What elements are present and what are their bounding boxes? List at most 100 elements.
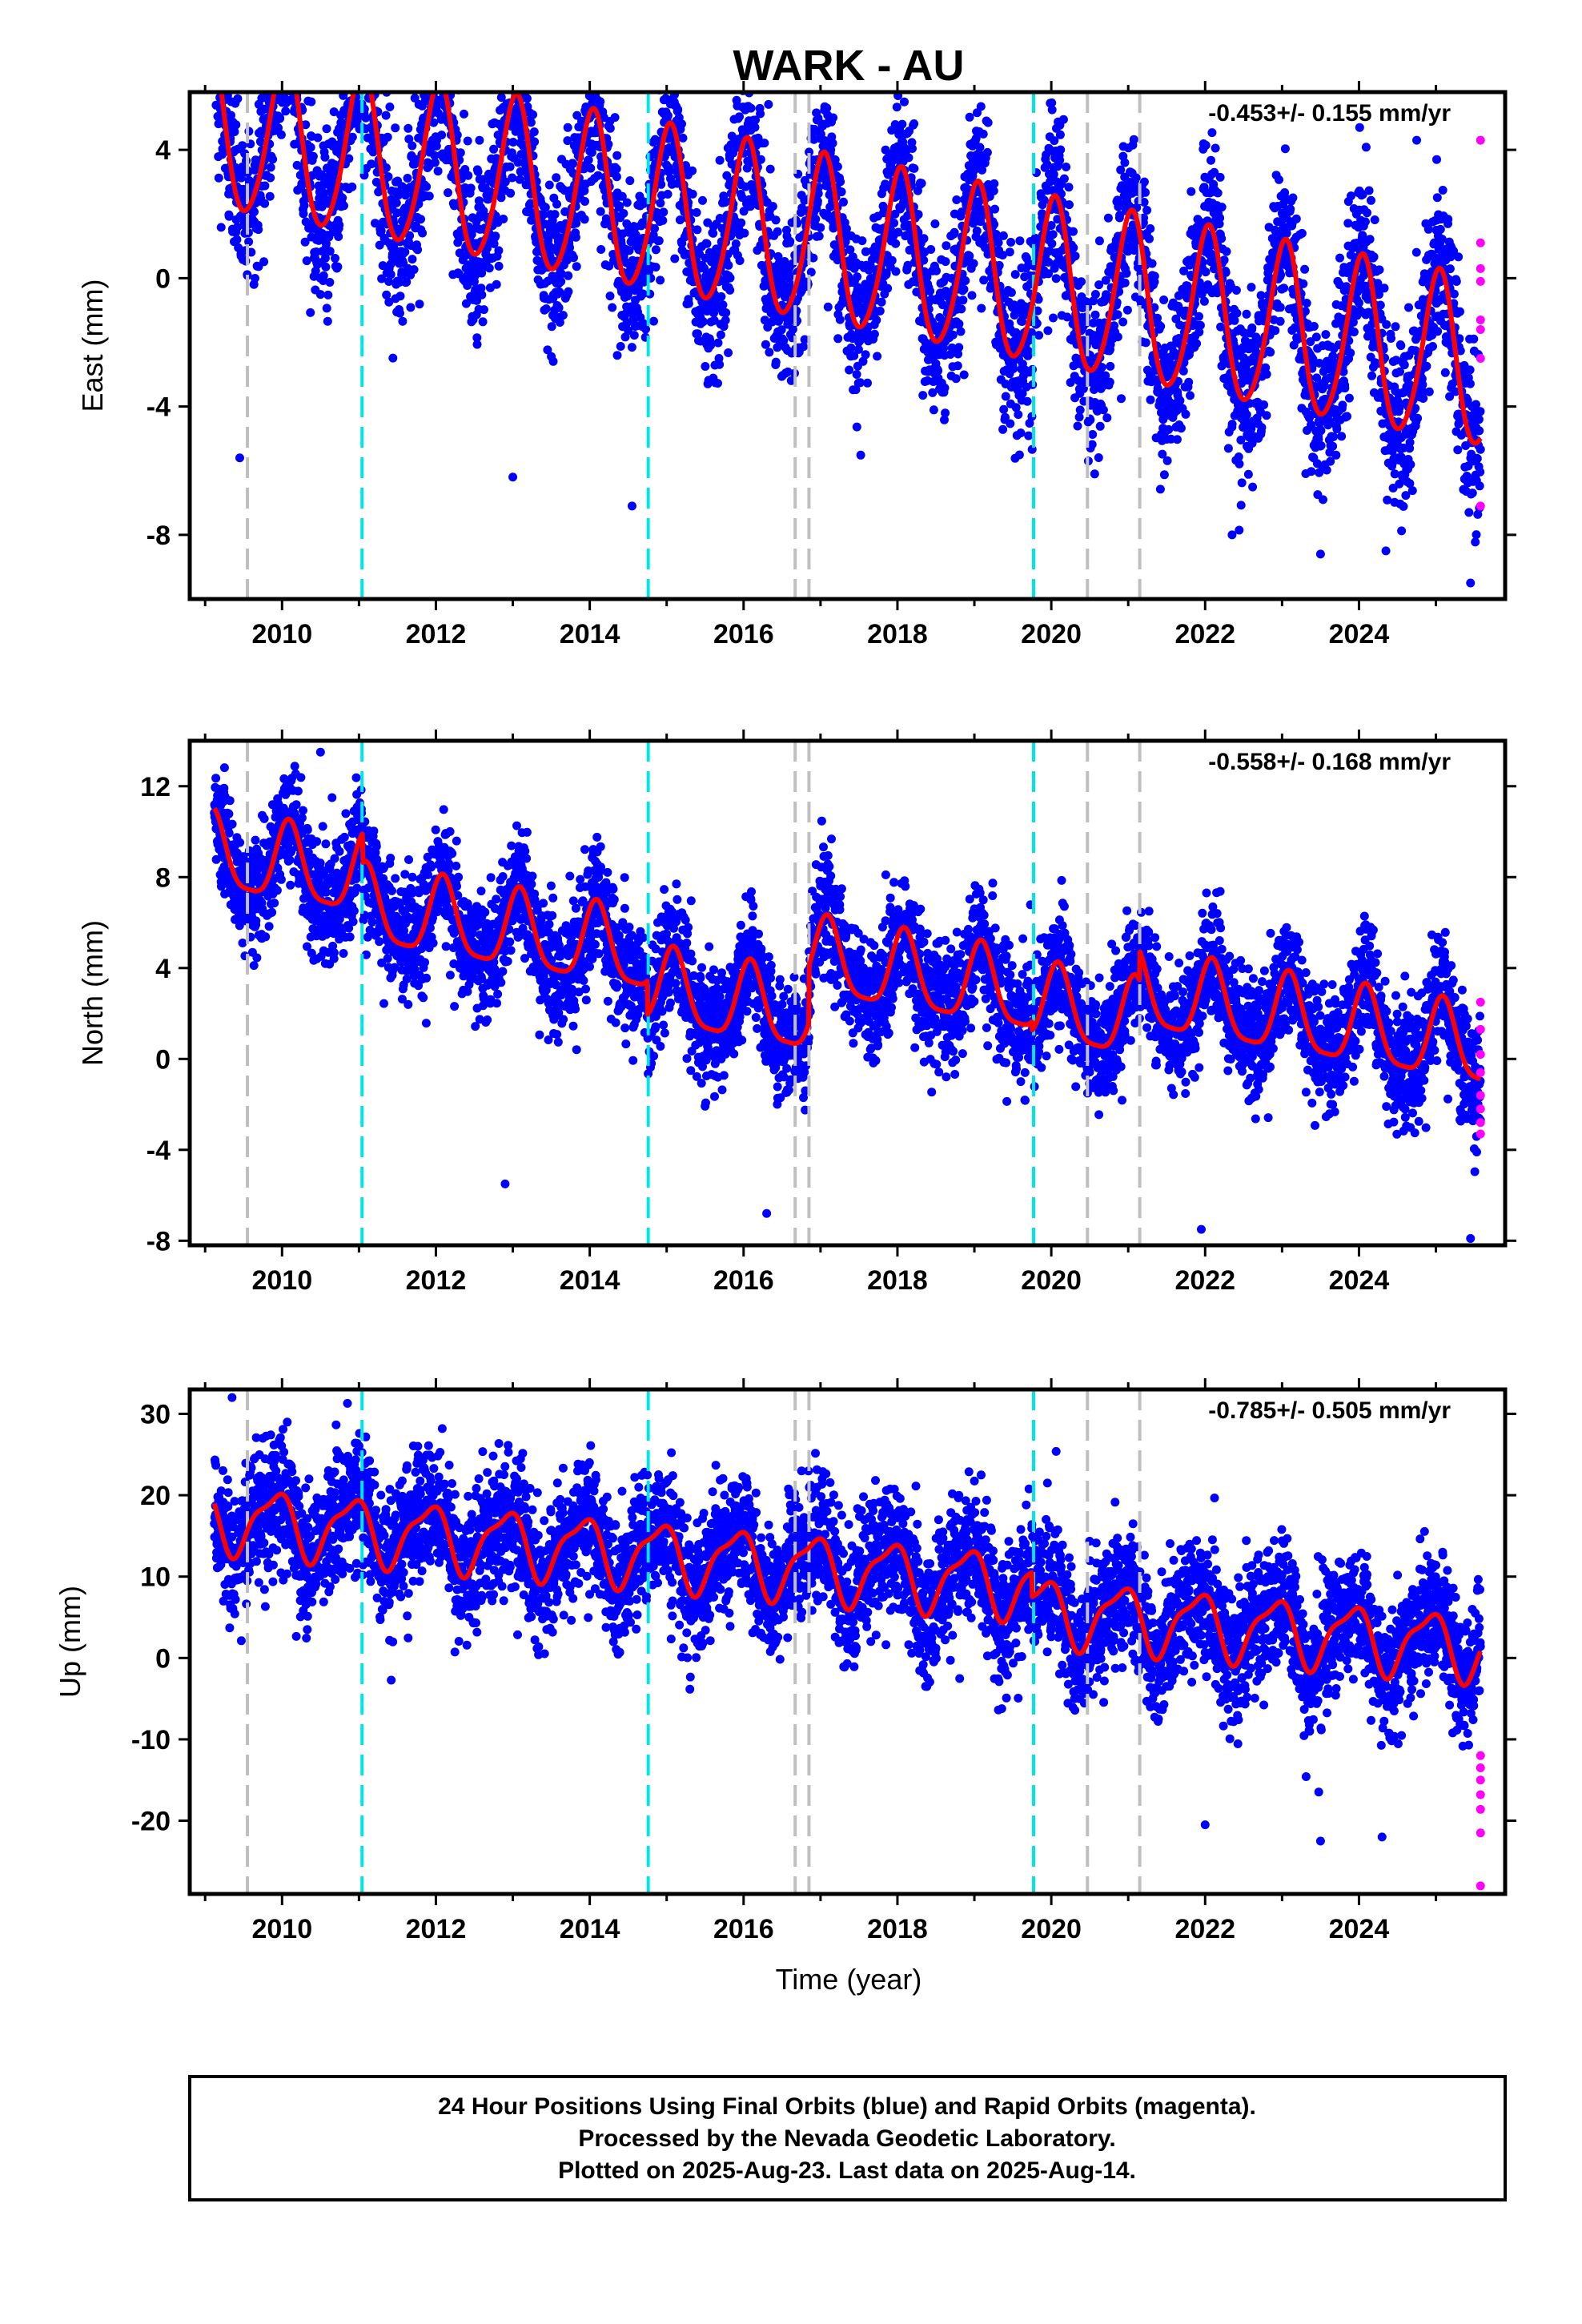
east-position-point xyxy=(830,155,840,164)
east-position-point xyxy=(999,404,1009,414)
east-position-point xyxy=(1095,421,1105,431)
east-position-point xyxy=(990,204,1000,214)
east-position-point xyxy=(692,207,701,217)
east-position-point xyxy=(1010,270,1020,279)
east-position-point xyxy=(530,137,540,147)
east-position-point xyxy=(1266,348,1275,357)
east-position-point xyxy=(1306,337,1315,347)
east-position-point xyxy=(621,309,631,318)
figure-title: WARK - AU xyxy=(733,42,965,90)
east-position-point xyxy=(1090,310,1100,320)
east-position-point xyxy=(1186,187,1196,196)
east-position-point xyxy=(554,303,564,312)
east-position-point xyxy=(928,388,938,397)
east-position-point xyxy=(1025,419,1034,428)
east-position-point xyxy=(1034,295,1043,304)
east-position-point xyxy=(1176,424,1186,433)
east-position-point xyxy=(238,141,247,151)
east-position-point xyxy=(735,112,744,122)
east-position-point xyxy=(274,123,283,133)
east-position-point xyxy=(323,316,332,326)
east-position-point xyxy=(1275,316,1285,326)
east-position-point xyxy=(940,383,950,392)
east-position-point xyxy=(410,94,420,103)
east-position-point xyxy=(1113,310,1122,320)
east-position-point xyxy=(953,361,962,371)
east-position-point xyxy=(721,316,730,325)
east-position-point xyxy=(891,239,901,248)
east-position-point xyxy=(1276,270,1286,279)
east-position-point xyxy=(826,145,836,155)
east-position-point xyxy=(716,330,725,340)
east-position-point xyxy=(1129,135,1138,144)
east-position-point xyxy=(1055,155,1065,165)
east-position-point xyxy=(1058,115,1068,124)
east-position-point xyxy=(455,248,464,258)
east-position-point xyxy=(994,260,1004,270)
east-position-point xyxy=(771,357,781,367)
east-position-point xyxy=(811,215,821,224)
east-position-point xyxy=(391,123,400,133)
east-position-point xyxy=(1155,485,1165,494)
east-position-point xyxy=(1116,165,1126,175)
east-position-point xyxy=(688,166,697,175)
east-position-point xyxy=(381,111,391,120)
east-position-point xyxy=(392,208,402,218)
east-position-point xyxy=(768,202,777,211)
east-position-point xyxy=(255,137,265,147)
east-position-point xyxy=(861,350,870,360)
east-position-point xyxy=(1195,312,1203,321)
east-position-point xyxy=(429,118,439,127)
east-position-point xyxy=(813,189,823,199)
east-position-point xyxy=(452,131,462,140)
east-position-point xyxy=(480,305,488,315)
east-position-point xyxy=(413,245,423,255)
east-position-point xyxy=(814,231,824,241)
east-position-point xyxy=(254,225,263,235)
east-position-point xyxy=(724,260,733,270)
east-position-point xyxy=(908,144,917,153)
east-position-point xyxy=(383,172,393,182)
east-position-point xyxy=(822,103,832,113)
east-position-point xyxy=(977,304,986,313)
east-position-point xyxy=(957,207,966,217)
east-position-point xyxy=(1118,317,1128,327)
east-position-point xyxy=(1056,145,1066,155)
east-position-point xyxy=(1025,336,1034,345)
east-position-point xyxy=(381,163,391,172)
east-position-point xyxy=(917,179,926,188)
east-position-point xyxy=(322,124,331,134)
east-position-point xyxy=(605,292,615,301)
east-position-point xyxy=(979,275,989,285)
east-position-point xyxy=(1231,344,1240,352)
east-position-point xyxy=(1050,136,1059,146)
east-position-point xyxy=(959,284,969,294)
east-position-point xyxy=(780,257,789,266)
east-position-point xyxy=(765,348,774,357)
east-position-point xyxy=(322,304,331,313)
east-position-point xyxy=(610,113,620,123)
east-position-point xyxy=(813,196,822,206)
east-position-point xyxy=(1131,173,1141,183)
east-position-point xyxy=(259,257,269,267)
east-position-point xyxy=(1321,330,1331,340)
east-position-point xyxy=(1257,423,1267,432)
east-position-point xyxy=(408,141,417,151)
east-position-point xyxy=(307,97,316,107)
east-position-point xyxy=(675,215,685,225)
east-position-point xyxy=(678,133,688,143)
east-position-point xyxy=(624,246,634,255)
east-position-point xyxy=(725,273,735,283)
east-position-point xyxy=(306,308,315,317)
east-position-point xyxy=(1184,377,1194,387)
east-position-point xyxy=(1094,280,1104,290)
east-position-point xyxy=(1207,128,1217,138)
east-position-point xyxy=(1243,469,1253,479)
east-position-point xyxy=(224,211,234,221)
east-position-point xyxy=(564,287,573,296)
east-position-point xyxy=(1113,332,1122,342)
east-position-point xyxy=(809,253,818,263)
east-position-point xyxy=(998,251,1007,259)
east-position-point xyxy=(783,367,793,376)
east-position-point xyxy=(951,374,961,384)
